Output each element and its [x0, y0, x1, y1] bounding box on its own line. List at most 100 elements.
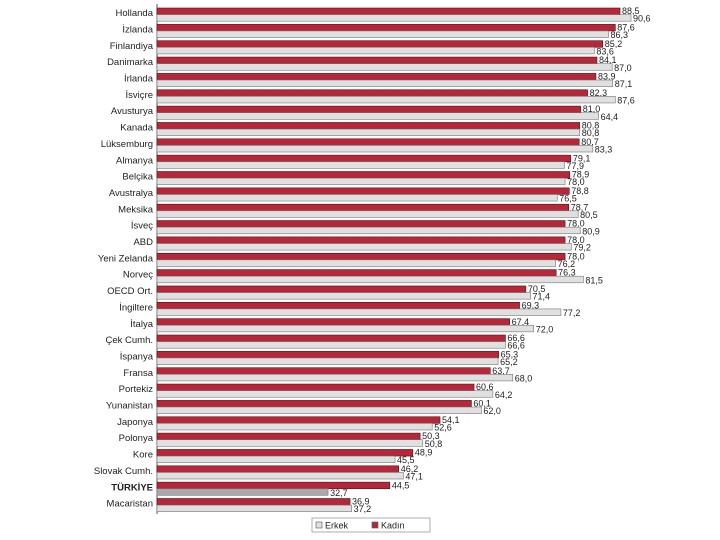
value-label-kadin: 79,1: [573, 153, 591, 163]
legend-label: Kadın: [381, 521, 405, 531]
value-label-kadin: 78,0: [567, 219, 585, 229]
bar-kadin: [156, 24, 616, 32]
bar-erkek: [156, 46, 595, 55]
category-label: İsveç: [131, 221, 153, 232]
bar-kadin: [156, 416, 441, 424]
category-row: Yunanistan 60,162,0: [106, 399, 501, 417]
bar-kadin: [156, 73, 597, 81]
value-label-kadin: 48,9: [415, 448, 433, 458]
bar-erkek: [156, 226, 581, 235]
bar-erkek: [156, 373, 514, 382]
category-label: İsviçre: [126, 90, 153, 101]
category-row: İsveç 78,080,9: [131, 219, 600, 237]
bar-kadin: [156, 367, 491, 375]
category-row: İzlanda 87,686,3: [122, 22, 634, 40]
category-label: Macaristan: [107, 499, 153, 510]
bar-erkek: [156, 275, 584, 284]
bar-kadin: [156, 334, 506, 342]
category-row: Kanada 80,880,8: [120, 121, 599, 139]
value-label-erkek: 81,5: [585, 275, 603, 285]
bar-kadin: [156, 449, 414, 457]
legend-box: [311, 517, 431, 533]
bar-kadin: [156, 351, 499, 359]
bar-erkek: [156, 128, 581, 136]
bar-kadin: [156, 171, 571, 179]
value-label-kadin: 66,6: [507, 333, 525, 343]
bar-erkek: [156, 357, 499, 365]
value-label-erkek: 45,5: [397, 455, 415, 465]
value-label-kadin: 78,0: [567, 251, 585, 261]
value-label-kadin: 87,6: [617, 22, 635, 32]
value-label-erkek: 83,3: [595, 145, 613, 155]
category-row: Fransa 63,7 68,0: [123, 366, 532, 384]
value-label-erkek: 62,0: [483, 406, 501, 416]
value-label-kadin: 46,2: [401, 464, 419, 474]
legend: Erkek Kadın: [311, 517, 431, 533]
category-row: Japonya 54,152,6: [117, 415, 459, 433]
value-label-kadin: 81,0: [583, 104, 601, 114]
value-label-kadin: 76,3: [558, 268, 576, 278]
bar-erkek: [156, 390, 494, 398]
category-row: Yeni Zelanda 78,076,2: [98, 251, 585, 269]
bar-erkek: [156, 112, 599, 120]
category-label: ABD: [133, 237, 153, 248]
value-label-erkek: 65,2: [500, 357, 518, 367]
value-label-kadin: 78,9: [572, 170, 590, 180]
value-label-kadin: 80,8: [582, 121, 600, 131]
value-label-erkek: 71,4: [533, 292, 551, 302]
value-label-kadin: 69,3: [522, 300, 540, 310]
value-label-erkek: 86,3: [611, 30, 629, 40]
category-label: Avusturya: [111, 106, 154, 117]
value-label-kadin: 78,8: [571, 186, 589, 196]
bar-kadin: [156, 89, 588, 97]
category-row: Norveç 76,3 81,5: [123, 268, 603, 286]
bar-kadin: [156, 318, 510, 326]
category-row: TÜRKİYE 44,5 32,7: [111, 480, 409, 498]
bar-erkek: [156, 259, 556, 267]
bar-kadin: [156, 122, 581, 130]
value-label-kadin: 67,4: [512, 317, 530, 327]
value-label-erkek: 72,0: [536, 324, 554, 334]
category-label: Lüksemburg: [101, 139, 153, 150]
category-label: Slovak Cumh.: [94, 466, 153, 477]
category-label: Polonya: [119, 433, 154, 444]
category-row: İsviçre 82,3 87,6: [126, 88, 635, 106]
category-label: OECD Ort.: [107, 286, 153, 297]
legend-label: Erkek: [325, 521, 349, 531]
bar-kadin: [156, 465, 400, 473]
value-label-erkek: 78,0: [567, 177, 585, 187]
category-label: TÜRKİYE: [111, 482, 153, 493]
bar-erkek: [156, 161, 565, 169]
value-label-kadin: 50,3: [422, 431, 440, 441]
category-row: Avusturya 81,064,4: [111, 104, 618, 122]
category-row: Macaristan 36,937,2: [107, 497, 372, 515]
category-row: Belçika 78,978,0: [122, 170, 589, 188]
bar-erkek: [156, 504, 352, 513]
value-label-kadin: 65,3: [501, 349, 519, 359]
value-label-erkek: 79,2: [573, 243, 591, 253]
category-row: OECD Ort. 70,571,4: [107, 284, 550, 302]
bar-erkek: [156, 14, 632, 22]
value-label-kadin: 54,1: [442, 415, 460, 425]
category-row: Finlandiya 85,283,6: [110, 39, 623, 57]
category-label: Çek Cumh.: [105, 335, 153, 346]
bar-kadin: [156, 220, 566, 228]
value-label-erkek: 50,8: [425, 439, 443, 449]
bar-erkek: [156, 79, 613, 87]
bar-erkek: [156, 488, 329, 496]
legend-swatch: [371, 521, 379, 529]
category-label: Danimarka: [107, 57, 154, 68]
category-label: Yunanistan: [106, 401, 153, 412]
value-label-kadin: 78,0: [567, 235, 585, 245]
value-label-erkek: 80,5: [580, 210, 598, 220]
category-label: Yeni Zelanda: [98, 253, 154, 264]
value-label-kadin: 78,7: [571, 202, 589, 212]
value-label-kadin: 63,7: [492, 366, 510, 376]
category-label: Finlandiya: [110, 41, 154, 52]
bar-erkek: [156, 324, 534, 333]
value-label-kadin: 84,1: [599, 55, 617, 65]
value-label-erkek: 80,8: [582, 128, 600, 138]
value-label-kadin: 80,7: [581, 137, 599, 147]
value-label-kadin: 85,2: [605, 39, 623, 49]
value-label-kadin: 83,9: [598, 72, 616, 82]
